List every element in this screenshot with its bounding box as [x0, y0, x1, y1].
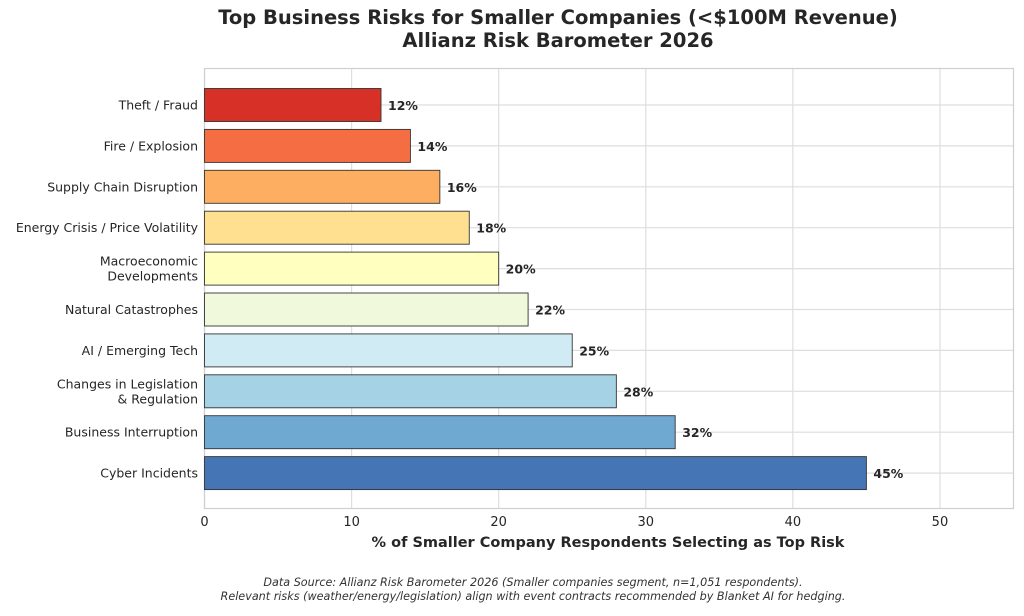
bar: [204, 128, 411, 163]
footnote-line-1: Data Source: Allianz Risk Barometer 2026…: [263, 576, 803, 589]
x-tick-label: 30: [637, 515, 654, 530]
x-tick-label: 10: [343, 515, 360, 530]
bar-value-label: 14%: [417, 139, 447, 154]
bars: [204, 88, 867, 491]
bar: [204, 415, 676, 450]
value-labels: 12% 14% 16% 18% 20% 22% 25% 28% 32% 45%: [388, 98, 904, 481]
bar-value-label: 25%: [579, 343, 609, 358]
chart-title: Top Business Risks for Smaller Companies…: [218, 6, 898, 29]
bar-value-label: 16%: [447, 180, 477, 195]
bar: [204, 251, 500, 286]
bar: [204, 88, 382, 122]
bar: [204, 374, 617, 409]
bar-value-label: 28%: [623, 384, 653, 399]
x-axis-label: % of Smaller Company Respondents Selecti…: [372, 535, 845, 551]
y-tick-label: AI / Emerging Tech: [82, 343, 198, 358]
bar: [204, 210, 470, 245]
chart-title-block: Top Business Risks for Smaller Companies…: [92, 6, 1024, 52]
y-tick-label: Cyber Incidents: [100, 466, 198, 481]
y-tick-label: Macroeconomic Developments: [100, 254, 198, 284]
bar: [204, 292, 529, 327]
x-tick-label: 40: [785, 515, 802, 530]
y-tick-label: Changes in Legislation & Regulation: [57, 376, 198, 406]
x-tick-label: 0: [200, 515, 208, 530]
y-tick-label: Natural Catastrophes: [65, 302, 198, 317]
y-tick-label: Energy Crisis / Price Volatility: [16, 220, 199, 235]
footnote: Data Source: Allianz Risk Barometer 2026…: [0, 576, 1024, 604]
chart-subtitle: Allianz Risk Barometer 2026: [402, 29, 714, 52]
y-tick-label: Business Interruption: [65, 425, 198, 440]
x-tick-label: 20: [490, 515, 507, 530]
bar-value-label: 12%: [388, 98, 418, 113]
bar: [204, 333, 573, 368]
bar-value-label: 45%: [873, 466, 903, 481]
bar: [204, 169, 441, 204]
bar-value-label: 20%: [506, 262, 536, 277]
bar: [204, 456, 867, 491]
y-tick-labels: Theft / Fraud Fire / Explosion Supply Chai…: [16, 98, 199, 481]
x-tick-label: 50: [932, 515, 949, 530]
x-tick-labels: 0 10 20 30 40 50: [200, 515, 948, 530]
y-tick-label: Theft / Fraud: [118, 98, 198, 113]
plot-frame: [203, 67, 1015, 510]
bar-value-label: 32%: [682, 425, 712, 440]
bar-value-label: 18%: [476, 221, 506, 236]
y-tick-label: Supply Chain Disruption: [47, 179, 198, 194]
footnote-line-2: Relevant risks (weather/energy/legislati…: [220, 590, 846, 603]
bar-value-label: 22%: [535, 303, 565, 318]
y-tick-label: Fire / Explosion: [104, 138, 198, 153]
